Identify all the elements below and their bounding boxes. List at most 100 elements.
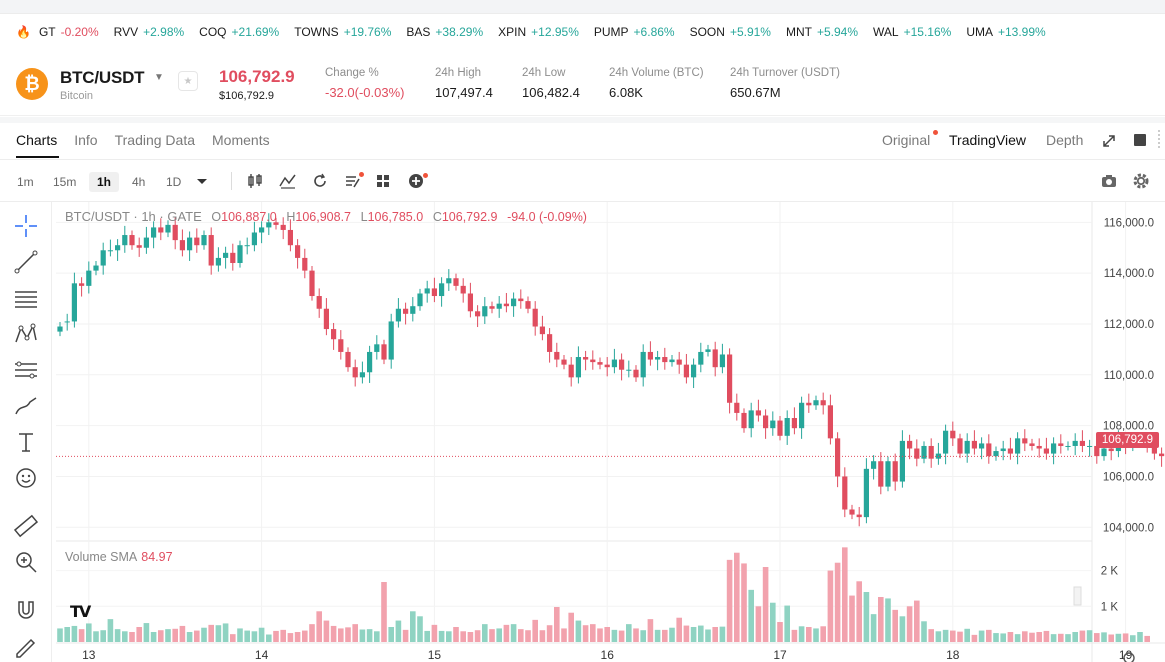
add-indicator-icon[interactable]: [406, 171, 426, 191]
ticker-change: +5.94%: [816, 25, 859, 39]
text-tool-icon[interactable]: [12, 428, 40, 456]
trend-line-icon[interactable]: [12, 248, 40, 276]
ticker-item[interactable]: 🔥 GT -0.20%: [16, 25, 99, 39]
tab-trading-data[interactable]: Trading Data: [114, 132, 196, 148]
candle-body: [482, 306, 488, 317]
tab-charts[interactable]: Charts: [16, 132, 58, 148]
volume-bar: [122, 631, 128, 642]
fullscreen-icon[interactable]: [1101, 133, 1117, 149]
candle-body: [741, 412, 747, 429]
ticker-item[interactable]: BAS +38.29%: [406, 25, 483, 39]
ruler-icon[interactable]: [12, 512, 40, 540]
candle-body: [856, 514, 862, 518]
indicators-icon[interactable]: [278, 171, 298, 191]
interval-dropdown-icon[interactable]: [192, 171, 212, 191]
volume-bar: [316, 611, 322, 642]
time-tick-label: 14: [255, 648, 269, 662]
ticker-item[interactable]: WAL +15.16%: [873, 25, 951, 39]
candle-body: [143, 237, 149, 248]
volume-bar: [784, 605, 790, 642]
candle-body: [338, 339, 344, 352]
candle-body: [871, 461, 877, 469]
candle-body: [79, 283, 85, 286]
volume-bar: [352, 624, 358, 642]
lock-pencil-icon[interactable]: [12, 632, 40, 660]
magnet-icon[interactable]: [12, 596, 40, 624]
view-original[interactable]: Original: [882, 132, 931, 148]
candle-body: [554, 351, 560, 360]
view-depth[interactable]: Depth: [1046, 132, 1084, 148]
tradingview-logo[interactable]: TV: [70, 602, 91, 621]
volume-bar: [935, 631, 942, 642]
ticker-item[interactable]: MNT +5.94%: [786, 25, 858, 39]
price-chart[interactable]: 1314151617181920116,000.0114,000.0112,00…: [0, 202, 1165, 662]
scroll-hint: [1158, 130, 1165, 148]
stat-label: 24h High: [435, 67, 482, 79]
candle-body: [842, 476, 848, 510]
emoji-icon[interactable]: [12, 464, 40, 492]
volume-bar: [78, 629, 85, 642]
ticker-item[interactable]: PUMP +6.86%: [594, 25, 675, 39]
active-tab-underline: [16, 156, 59, 158]
brush-icon[interactable]: [12, 392, 40, 420]
candle-body: [770, 420, 776, 429]
interval-4h[interactable]: 4h: [132, 175, 146, 189]
settings-gear-icon[interactable]: [1131, 171, 1151, 191]
candle-body: [892, 461, 898, 482]
templates-icon[interactable]: [343, 171, 363, 191]
candles-icon[interactable]: [245, 171, 265, 191]
legend-change: -94.0 (-0.09%): [507, 210, 587, 224]
candle-body: [683, 364, 689, 378]
fib-lines-icon[interactable]: [12, 284, 40, 312]
volume-bar: [222, 623, 229, 642]
tab-info[interactable]: Info: [74, 132, 98, 148]
candle-body: [1101, 448, 1107, 457]
volume-bar: [640, 630, 646, 642]
zoom-in-icon[interactable]: [12, 548, 40, 576]
projection-icon[interactable]: [12, 356, 40, 384]
new-dot: [359, 172, 364, 177]
candle-body: [518, 298, 524, 302]
candle-body: [431, 288, 437, 297]
volume-bar: [460, 631, 466, 642]
ticker-change: +6.86%: [633, 25, 675, 39]
candle-body: [93, 265, 99, 271]
layout-grid-icon[interactable]: [373, 171, 393, 191]
candle-body: [849, 509, 855, 515]
caret-down-icon[interactable]: ▼: [154, 72, 164, 83]
pair-selector[interactable]: BTC/USDT: [60, 68, 145, 87]
volume-bar: [165, 629, 171, 642]
interval-1m[interactable]: 1m: [17, 175, 34, 189]
ticker-symbol: SOON: [689, 25, 725, 39]
ticker-item[interactable]: RVV +2.98%: [114, 25, 185, 39]
interval-15m[interactable]: 15m: [53, 175, 77, 189]
volume-bar: [309, 624, 315, 642]
candle-body: [122, 235, 128, 246]
ticker-item[interactable]: TOWNS +19.76%: [294, 25, 391, 39]
candle-body: [115, 245, 121, 251]
pattern-icon[interactable]: [12, 320, 40, 348]
ticker-item[interactable]: COQ +21.69%: [199, 25, 279, 39]
volume-bar: [662, 629, 668, 642]
volume-bar: [510, 624, 517, 642]
candle-body: [1108, 448, 1114, 452]
interval-1d[interactable]: 1D: [166, 175, 182, 189]
volume-bar: [1115, 633, 1122, 642]
ticker-item[interactable]: XPIN +12.95%: [498, 25, 579, 39]
crosshair-icon[interactable]: [12, 212, 40, 240]
camera-icon[interactable]: [1099, 171, 1119, 191]
layout-toggle-icon[interactable]: [1134, 134, 1146, 146]
replay-icon[interactable]: [310, 171, 330, 191]
volume-bar: [820, 626, 826, 642]
ticker-symbol: MNT: [785, 25, 812, 39]
favorite-star-icon[interactable]: ★: [178, 71, 198, 91]
view-tradingview[interactable]: TradingView: [949, 132, 1027, 148]
volume-bar: [150, 632, 157, 642]
candle-body: [575, 357, 581, 378]
stat-label: 24h Turnover (USDT): [730, 67, 840, 79]
time-tick-label: 15: [428, 648, 442, 662]
interval-1h[interactable]: 1h: [89, 172, 120, 192]
tab-moments[interactable]: Moments: [212, 132, 270, 148]
ticker-item[interactable]: SOON +5.91%: [690, 25, 771, 39]
ticker-item[interactable]: UMA +13.99%: [966, 25, 1045, 39]
